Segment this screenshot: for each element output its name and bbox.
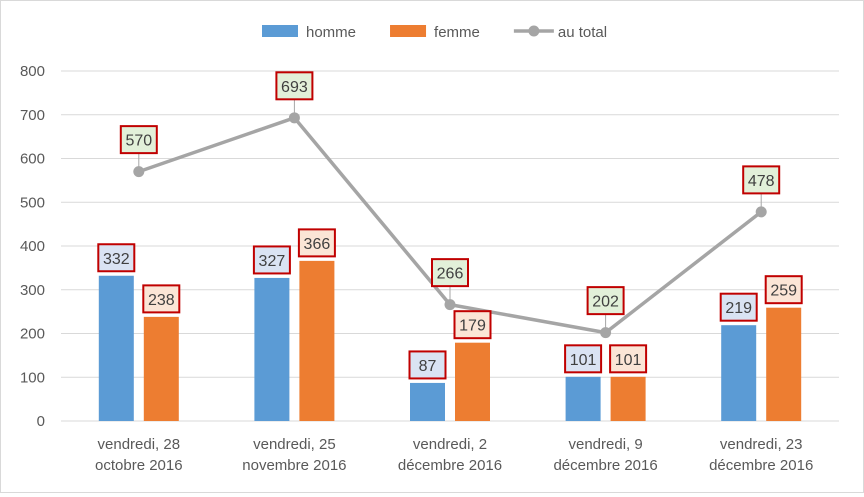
data-label-au-total: 266	[431, 258, 469, 288]
data-label-homme: 332	[97, 243, 136, 273]
data-label-femme: 238	[142, 284, 181, 314]
y-tick-label: 400	[20, 238, 45, 255]
data-label-text: 179	[459, 318, 486, 335]
x-tick-label: décembre 2016	[553, 457, 657, 474]
data-label-homme: 87	[408, 350, 447, 380]
bar-homme	[721, 325, 757, 421]
x-tick-label: vendredi, 28	[98, 436, 181, 453]
data-label-box	[764, 275, 803, 305]
data-label-box	[142, 284, 181, 314]
legend-label: au total	[558, 24, 607, 41]
data-label-text: 101	[570, 352, 597, 369]
y-axis: 0 100 200 300 400 500 600 700 800	[20, 63, 45, 430]
data-label-femme: 179	[453, 310, 492, 340]
data-label-text: 259	[770, 283, 797, 300]
legend-item-au-total: au total	[513, 24, 607, 41]
data-label-femme: 101	[609, 344, 648, 374]
legend-item-homme: homme	[262, 24, 356, 41]
x-tick-label: octobre 2016	[95, 457, 183, 474]
legend-label: femme	[434, 24, 480, 41]
x-tick-label: novembre 2016	[242, 457, 346, 474]
data-label-box	[586, 286, 625, 316]
line-series	[133, 112, 767, 339]
data-label-text: 570	[125, 133, 152, 150]
bar-femme	[299, 260, 335, 421]
data-label-box	[275, 71, 314, 101]
x-tick-label: vendredi, 23	[720, 436, 803, 453]
data-label-text: 87	[419, 358, 437, 375]
line-marker	[288, 112, 300, 124]
x-tick-label: décembre 2016	[398, 457, 502, 474]
y-tick-label: 600	[20, 151, 45, 168]
data-label-text: 478	[748, 173, 775, 190]
gridlines	[61, 70, 839, 422]
bar-homme	[98, 275, 134, 421]
data-label-box	[431, 258, 469, 288]
data-label-homme: 101	[564, 344, 603, 374]
y-tick-label: 0	[37, 413, 45, 430]
y-tick-label: 500	[20, 194, 45, 211]
data-label-box	[742, 165, 781, 195]
line-marker	[444, 299, 456, 311]
line-marker	[600, 327, 612, 339]
data-label-text: 693	[281, 79, 308, 96]
data-label-text: 101	[615, 352, 642, 369]
bar-femme	[143, 316, 179, 421]
data-label-au-total: 693	[275, 71, 314, 101]
bar-femme	[610, 376, 646, 421]
data-labels: 332 327 87 101 219 238 366 179 101 259 570 693 266 20…	[97, 71, 803, 380]
legend-swatch	[390, 25, 427, 37]
x-tick-label: vendredi, 2	[413, 436, 487, 453]
data-label-box	[97, 243, 136, 273]
data-label-text: 332	[103, 251, 130, 268]
data-label-box	[252, 245, 291, 275]
line-marker	[133, 166, 145, 178]
legend-label: homme	[306, 24, 356, 41]
legend: homme femme au total	[262, 24, 607, 41]
bar-homme	[565, 376, 601, 421]
data-label-text: 202	[592, 294, 619, 311]
data-label-homme: 327	[252, 245, 291, 275]
legend-item-femme: femme	[390, 24, 480, 41]
x-tick-label: décembre 2016	[709, 457, 813, 474]
data-label-box	[453, 310, 492, 340]
x-axis: vendredi, 28 octobre 2016 vendredi, 25 nove…	[95, 436, 813, 474]
bar-series	[98, 260, 802, 421]
data-label-box	[408, 350, 447, 380]
data-label-text: 238	[148, 292, 175, 309]
line-marker	[755, 206, 767, 218]
legend-swatch	[262, 25, 298, 37]
y-tick-label: 800	[20, 63, 45, 80]
data-label-box	[297, 228, 336, 258]
data-label-text: 219	[725, 300, 752, 317]
data-label-au-total: 202	[586, 286, 625, 316]
x-tick-label: vendredi, 25	[253, 436, 336, 453]
data-label-au-total: 478	[742, 165, 781, 195]
bar-femme	[455, 342, 490, 421]
bar-femme	[766, 307, 802, 421]
data-label-text: 366	[304, 236, 331, 253]
bar-homme	[254, 277, 290, 421]
data-label-femme: 259	[764, 275, 803, 305]
bar-homme	[410, 382, 445, 421]
y-tick-label: 300	[20, 282, 45, 299]
data-label-text: 327	[259, 253, 286, 270]
data-label-au-total: 570	[119, 125, 158, 155]
data-label-homme: 219	[719, 292, 758, 322]
data-label-box	[119, 125, 158, 155]
legend-marker	[528, 25, 540, 37]
data-label-femme: 366	[297, 228, 336, 258]
data-label-text: 266	[437, 266, 464, 283]
y-tick-label: 200	[20, 326, 45, 343]
data-label-box	[719, 292, 758, 322]
y-tick-label: 700	[20, 107, 45, 124]
data-label-box	[564, 344, 603, 374]
x-tick-label: vendredi, 9	[568, 436, 642, 453]
data-label-box	[609, 344, 648, 374]
y-tick-label: 100	[20, 369, 45, 386]
